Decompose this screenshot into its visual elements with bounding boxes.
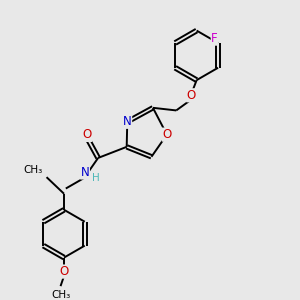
Text: CH₃: CH₃ xyxy=(24,165,43,176)
Text: H: H xyxy=(92,173,99,183)
Text: CH₃: CH₃ xyxy=(52,290,71,300)
Text: F: F xyxy=(211,32,218,45)
Text: O: O xyxy=(162,128,172,141)
Text: N: N xyxy=(123,115,132,128)
Text: N: N xyxy=(81,166,89,179)
Text: O: O xyxy=(59,265,69,278)
Text: O: O xyxy=(187,89,196,102)
Text: O: O xyxy=(82,128,92,141)
